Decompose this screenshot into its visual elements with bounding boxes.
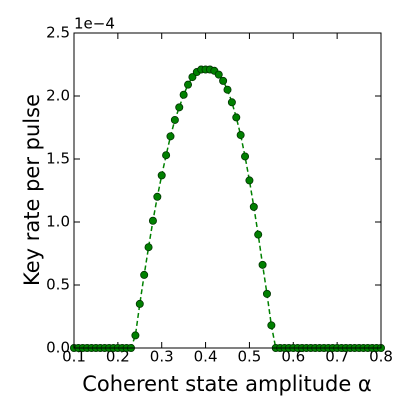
plot-frame bbox=[73, 32, 382, 349]
data-point bbox=[214, 70, 223, 79]
data-point bbox=[157, 171, 166, 180]
data-point bbox=[245, 176, 254, 185]
data-point bbox=[254, 230, 263, 239]
x-tick-label: 0.6 bbox=[281, 348, 305, 366]
data-point bbox=[241, 152, 250, 161]
data-point bbox=[148, 216, 157, 225]
data-point bbox=[175, 103, 184, 112]
data-point bbox=[184, 80, 193, 89]
data-point bbox=[227, 98, 236, 107]
y-tick-label: 2.0 bbox=[46, 87, 70, 105]
x-tick-label: 0.2 bbox=[106, 348, 130, 366]
y-tick-label: 0.0 bbox=[46, 339, 70, 357]
data-point bbox=[162, 151, 171, 160]
data-point bbox=[135, 299, 144, 308]
y-axis-label: Key rate per pulse bbox=[20, 94, 44, 286]
y-tick-label: 1.5 bbox=[46, 150, 70, 168]
data-point bbox=[223, 85, 232, 94]
data-point bbox=[179, 90, 188, 99]
data-point bbox=[166, 132, 175, 141]
x-axis-label: Coherent state amplitude α bbox=[82, 372, 372, 396]
data-point bbox=[188, 73, 197, 82]
x-tick-label: 0.3 bbox=[150, 348, 174, 366]
data-point bbox=[144, 243, 153, 252]
data-point bbox=[219, 76, 228, 85]
data-point bbox=[170, 115, 179, 124]
data-point bbox=[236, 131, 245, 140]
x-tick-label: 0.8 bbox=[369, 348, 393, 366]
data-point bbox=[267, 321, 276, 330]
x-tick-label: 0.4 bbox=[194, 348, 218, 366]
data-point bbox=[249, 202, 258, 211]
data-point bbox=[258, 260, 267, 269]
y-tick-label: 0.5 bbox=[46, 276, 70, 294]
data-point bbox=[140, 270, 149, 279]
y-offset-label: 1e−4 bbox=[74, 15, 115, 33]
x-tick-label: 0.5 bbox=[237, 348, 261, 366]
y-tick-label: 2.5 bbox=[46, 24, 70, 42]
data-point bbox=[262, 289, 271, 298]
x-tick-label: 0.1 bbox=[62, 348, 86, 366]
x-tick-label: 0.7 bbox=[325, 348, 349, 366]
data-point bbox=[131, 331, 140, 340]
data-point bbox=[232, 113, 241, 122]
y-tick-label: 1.0 bbox=[46, 213, 70, 231]
data-point bbox=[153, 192, 162, 201]
